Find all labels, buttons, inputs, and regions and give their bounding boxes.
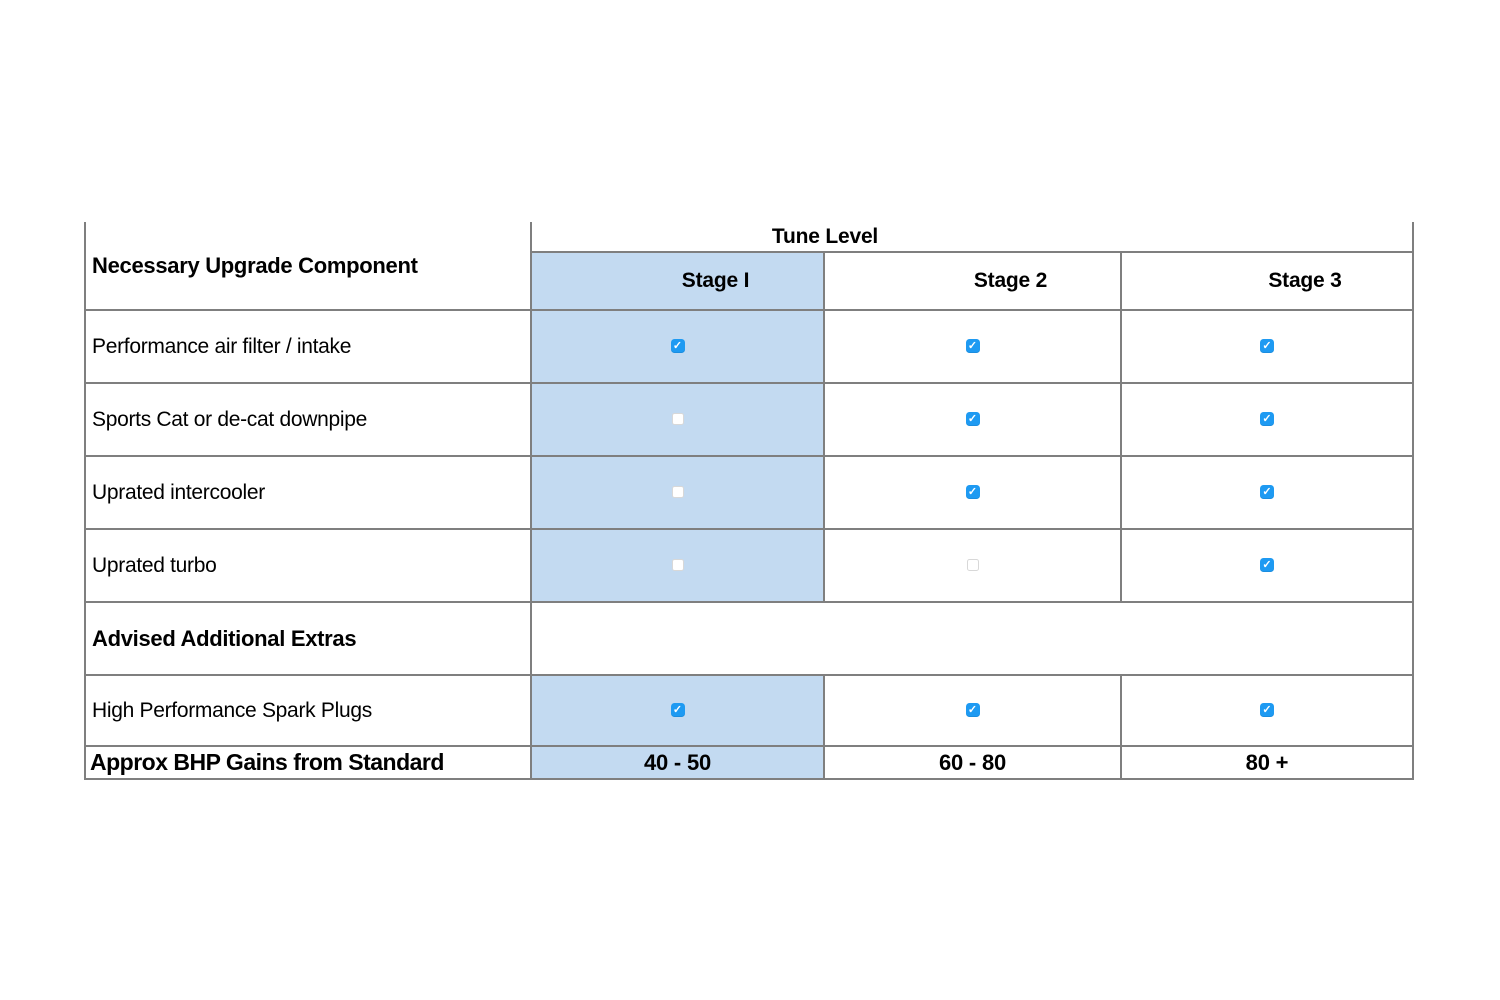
component-label-cell: Sports Cat or de-cat downpipe bbox=[84, 382, 532, 457]
stage1-checkbox-cell bbox=[530, 309, 825, 384]
component-label: Uprated intercooler bbox=[92, 480, 265, 504]
bhp-gains-row: Approx BHP Gains from Standard 40 - 50 6… bbox=[84, 745, 1414, 780]
table-row-downpipe: Sports Cat or de-cat downpipe bbox=[84, 382, 1414, 457]
table-row-spark-plugs: High Performance Spark Plugs bbox=[84, 674, 1414, 747]
stage3-checkbox-cell bbox=[1120, 309, 1414, 384]
stage3-checkbox[interactable] bbox=[1260, 412, 1274, 427]
stage2-checkbox-cell bbox=[823, 382, 1122, 457]
stage3-checkbox-cell bbox=[1120, 382, 1414, 457]
tune-level-cell: Tune Level bbox=[530, 222, 1414, 253]
bhp-label-cell: Approx BHP Gains from Standard bbox=[84, 745, 532, 780]
tune-level-table: Necessary Upgrade Component Tune Level S… bbox=[84, 222, 1414, 780]
stage2-checkbox[interactable] bbox=[965, 485, 980, 500]
column-header-stage-1-cell: Stage I bbox=[530, 251, 825, 311]
column-header-stage-3-cell: Stage 3 bbox=[1120, 251, 1414, 311]
stage3-checkbox-cell bbox=[1120, 674, 1414, 747]
tune-level-table-wrap: Necessary Upgrade Component Tune Level S… bbox=[84, 222, 1414, 780]
column-header-stage-3: Stage 3 bbox=[1268, 269, 1342, 292]
component-label: Sports Cat or de-cat downpipe bbox=[92, 407, 367, 431]
stage1-checkbox-cell bbox=[530, 455, 825, 530]
stage1-checkbox-cell bbox=[530, 674, 825, 747]
corner-header-cell: Necessary Upgrade Component bbox=[84, 222, 532, 311]
table-row-air-filter: Performance air filter / intake bbox=[84, 309, 1414, 384]
table-row-intercooler: Uprated intercooler bbox=[84, 455, 1414, 530]
component-label-cell: Performance air filter / intake bbox=[84, 309, 532, 384]
component-label-cell: High Performance Spark Plugs bbox=[84, 674, 532, 747]
stage1-checkbox[interactable] bbox=[671, 486, 684, 499]
stage3-checkbox[interactable] bbox=[1260, 558, 1274, 573]
stage1-checkbox-cell bbox=[530, 528, 825, 603]
stage2-checkbox[interactable] bbox=[965, 339, 980, 354]
stage3-checkbox[interactable] bbox=[1260, 485, 1274, 500]
bhp-stage1-value: 40 - 50 bbox=[643, 749, 712, 775]
column-header-stage-2-cell: Stage 2 bbox=[823, 251, 1122, 311]
stage2-checkbox[interactable] bbox=[966, 559, 979, 572]
bhp-stage3-cell: 80 + bbox=[1120, 745, 1414, 780]
component-label: High Performance Spark Plugs bbox=[92, 698, 372, 722]
stage3-checkbox-cell bbox=[1120, 455, 1414, 530]
column-header-stage-1: Stage I bbox=[681, 269, 750, 292]
component-label-cell: Uprated intercooler bbox=[84, 455, 532, 530]
section-header-row: Advised Additional Extras bbox=[84, 601, 1414, 676]
stage2-checkbox-cell bbox=[823, 674, 1122, 747]
stage2-checkbox[interactable] bbox=[965, 703, 980, 718]
stage1-checkbox[interactable] bbox=[670, 339, 685, 354]
stage1-checkbox[interactable] bbox=[671, 559, 684, 572]
tune-level-row: Necessary Upgrade Component Tune Level bbox=[84, 222, 1414, 311]
tune-level-header: Tune Level bbox=[771, 224, 879, 248]
column-header-stage-2: Stage 2 bbox=[973, 269, 1048, 292]
stage3-checkbox-cell bbox=[1120, 528, 1414, 603]
stage1-checkbox[interactable] bbox=[670, 703, 685, 718]
component-label: Uprated turbo bbox=[92, 553, 217, 577]
bhp-stage1-cell: 40 - 50 bbox=[530, 745, 825, 780]
bhp-stage2-value: 60 - 80 bbox=[938, 749, 1007, 775]
table-row-turbo: Uprated turbo bbox=[84, 528, 1414, 603]
component-label: Performance air filter / intake bbox=[92, 334, 352, 358]
component-label-cell: Uprated turbo bbox=[84, 528, 532, 603]
stage-header-row: Stage I Stage 2 Stage 3 bbox=[85, 251, 1414, 311]
stage2-checkbox-cell bbox=[823, 455, 1122, 530]
section-header-empty-cell bbox=[530, 601, 1414, 676]
section-header-cell: Advised Additional Extras bbox=[84, 601, 532, 676]
corner-header: Necessary Upgrade Component bbox=[92, 252, 418, 278]
stage2-checkbox[interactable] bbox=[965, 412, 980, 427]
stage1-checkbox[interactable] bbox=[671, 413, 684, 426]
section-header: Advised Additional Extras bbox=[92, 625, 357, 651]
stage3-checkbox[interactable] bbox=[1260, 339, 1274, 354]
bhp-row-label: Approx BHP Gains from Standard bbox=[90, 749, 444, 775]
stage2-checkbox-cell bbox=[823, 528, 1122, 603]
stage2-checkbox-cell bbox=[823, 309, 1122, 384]
stage1-checkbox-cell bbox=[530, 382, 825, 457]
stage3-checkbox[interactable] bbox=[1260, 703, 1274, 718]
bhp-stage3-value: 80 + bbox=[1245, 749, 1289, 775]
bhp-stage2-cell: 60 - 80 bbox=[823, 745, 1122, 780]
